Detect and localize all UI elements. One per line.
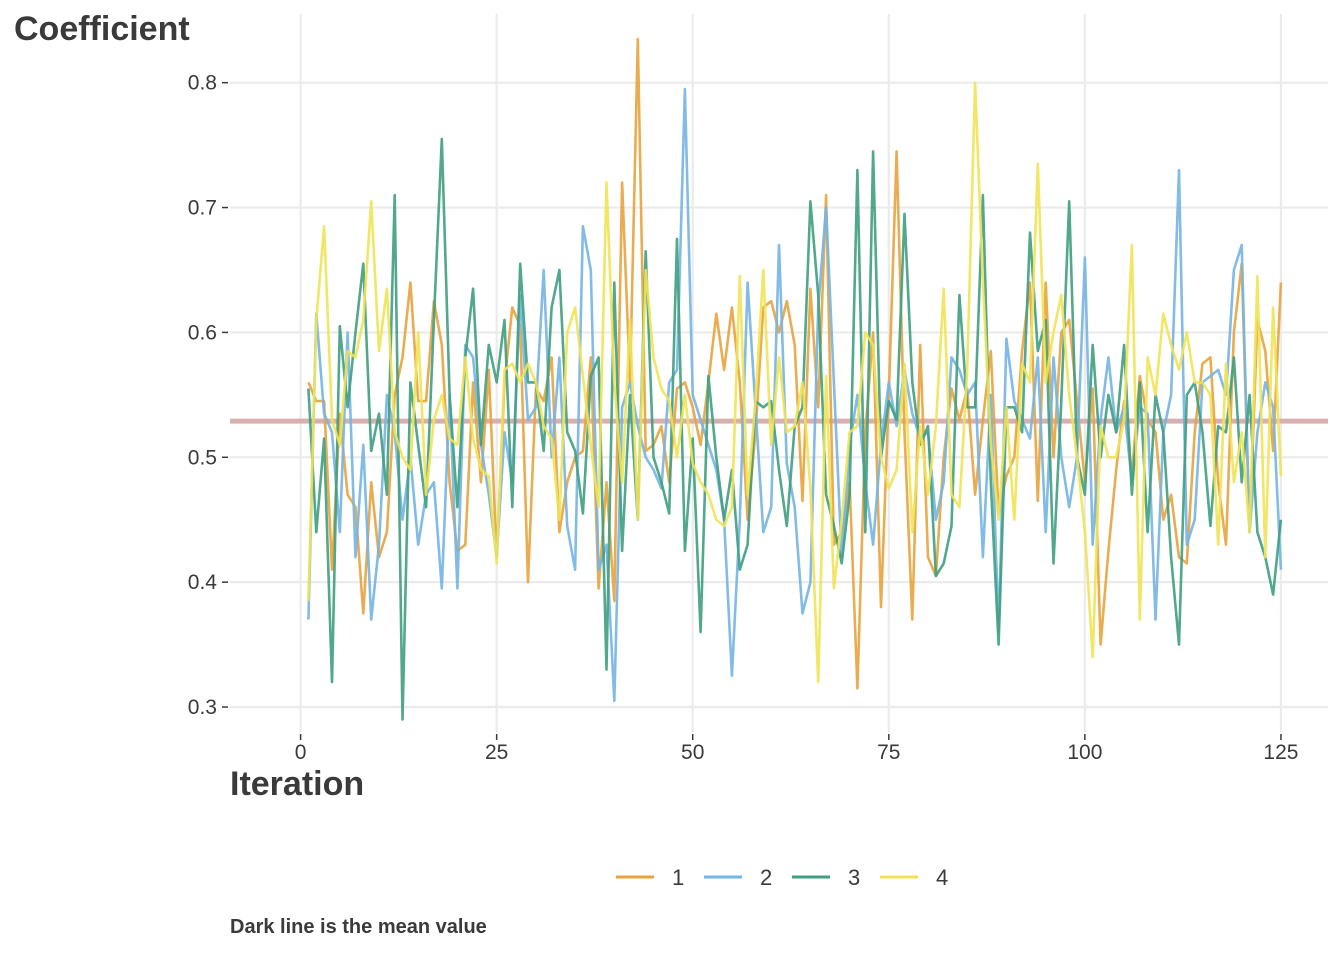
x-tick-label: 75 — [877, 741, 900, 764]
x-tick-label: 25 — [485, 741, 508, 764]
y-tick-label: 0.5 — [188, 446, 217, 469]
grid-lines — [230, 14, 1328, 732]
y-tick-label: 0.8 — [188, 72, 217, 95]
series-line-4 — [307, 81, 1283, 684]
y-tick-label: 0.4 — [188, 571, 218, 594]
y-tick-label: 0.3 — [188, 696, 217, 719]
x-axis-title: Iteration — [230, 765, 364, 803]
legend-label-4: 4 — [936, 865, 948, 890]
x-tick-label: 100 — [1067, 741, 1102, 764]
caption: Dark line is the mean value — [230, 916, 487, 938]
x-tick-label: 0 — [295, 741, 307, 764]
series-line-2 — [307, 87, 1283, 703]
x-tick-label: 125 — [1263, 741, 1298, 764]
legend-label-2: 2 — [760, 865, 772, 890]
y-tick-label: 0.7 — [188, 197, 217, 220]
legend: 1 2 3 4 — [616, 865, 948, 890]
y-tick-label: 0.6 — [188, 321, 217, 344]
y-axis-title: Coefficient — [14, 10, 190, 48]
x-tick-label: 50 — [681, 741, 704, 764]
legend-label-3: 3 — [848, 865, 860, 890]
legend-label-1: 1 — [672, 865, 684, 890]
axes: 0 25 50 75 100 125 0.3 0.4 0.5 0.6 0.7 0.8 — [188, 72, 1299, 764]
series-lines — [307, 37, 1283, 721]
